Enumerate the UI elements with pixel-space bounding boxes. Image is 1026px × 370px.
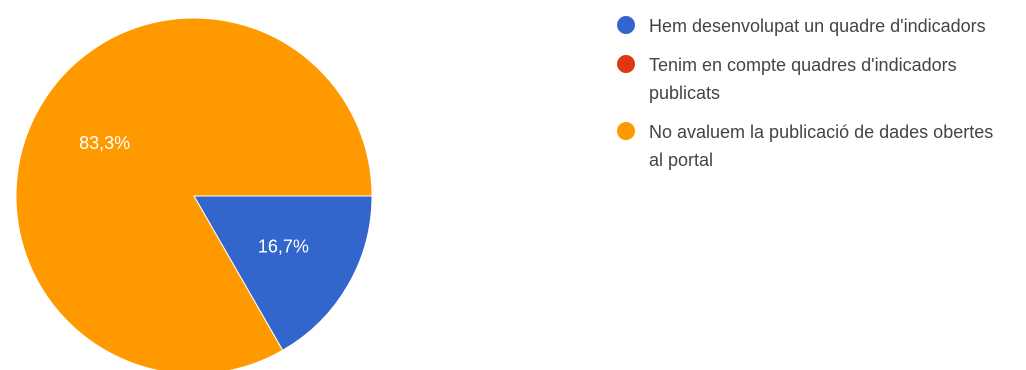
legend-item[interactable]: Hem desenvolupat un quadre d'indicadors (617, 12, 1026, 40)
pie-chart: 16,7% 83,3% (15, 17, 373, 370)
legend-label: Hem desenvolupat un quadre d'indicadors (649, 16, 986, 36)
pie-slice-label: 83,3% (79, 133, 130, 153)
legend-swatch-icon (617, 16, 635, 34)
legend-item[interactable]: No avaluem la publicació de dades oberte… (617, 118, 1026, 174)
legend-item[interactable]: Tenim en compte quadres d'indicadors pub… (617, 51, 1026, 107)
legend-label: Tenim en compte quadres d'indicadors pub… (649, 55, 957, 103)
pie-slice-labels: 16,7% 83,3% (79, 133, 309, 256)
pie-slice[interactable] (15, 17, 373, 370)
legend-label: No avaluem la publicació de dades oberte… (649, 122, 994, 170)
legend-swatch-icon (617, 122, 635, 140)
pie-slices (15, 17, 373, 370)
pie-slice[interactable] (193, 195, 373, 352)
pie-slice-label: 16,7% (258, 236, 309, 256)
chart-legend: Hem desenvolupat un quadre d'indicadors … (617, 12, 1026, 185)
legend-swatch-icon (617, 55, 635, 73)
